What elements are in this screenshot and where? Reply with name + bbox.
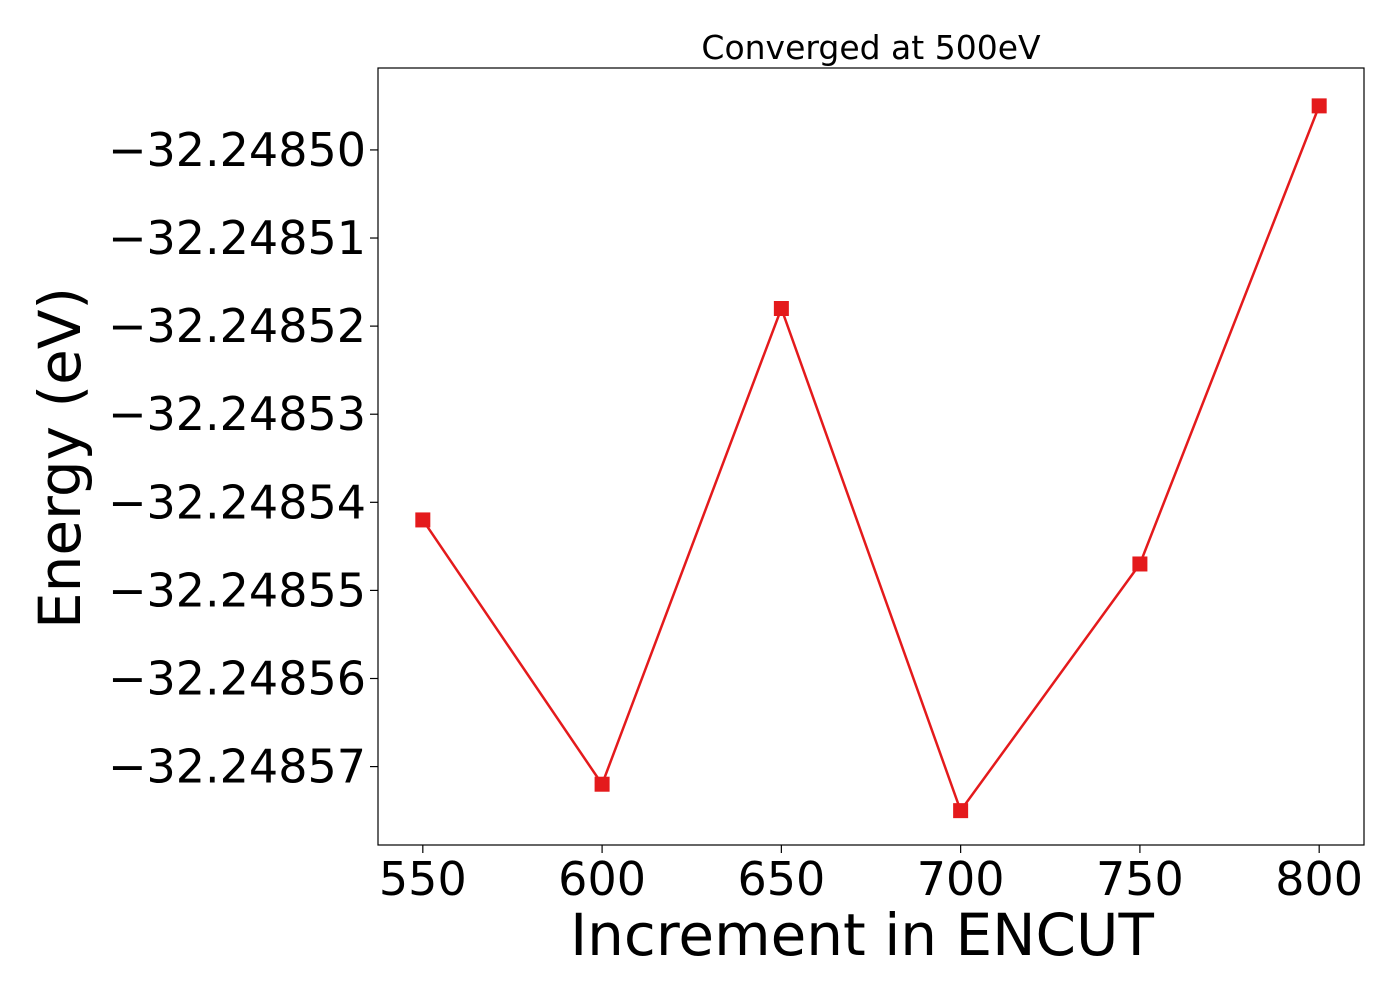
y-axis-label: Energy (eV)	[26, 287, 94, 629]
data-point-marker	[953, 803, 969, 819]
chart-title: Converged at 500eV	[701, 28, 1041, 67]
x-axis-label: Increment in ENCUT	[570, 901, 1154, 969]
y-tick-label: −32.24854	[108, 475, 366, 529]
y-tick-label: −32.24855	[108, 563, 366, 617]
series-line	[421, 105, 1321, 814]
data-point-marker	[415, 512, 431, 528]
plot-frame	[377, 67, 1365, 846]
y-tick-label: −32.24856	[108, 652, 366, 706]
y-tick-label: −32.24850	[108, 123, 366, 177]
x-tick-label: 750	[1096, 852, 1184, 906]
x-tick-label: 700	[917, 852, 1005, 906]
x-tick-label: 600	[558, 852, 646, 906]
y-tick-label: −32.24852	[108, 299, 366, 353]
data-point-marker	[1311, 98, 1327, 114]
series-layer	[415, 98, 1327, 819]
y-axis: −32.24850 −32.24851 −32.24852 −32.24853 −32.…	[108, 123, 378, 794]
y-tick-label: −32.24853	[108, 387, 366, 441]
data-point-marker	[773, 301, 789, 316]
y-tick-label: −32.24851	[108, 211, 366, 265]
x-tick-label: 800	[1275, 852, 1363, 906]
data-point-marker	[1132, 556, 1148, 572]
data-point-marker	[594, 776, 610, 792]
y-tick-label: −32.24857	[108, 740, 366, 794]
x-tick-label: 650	[737, 852, 825, 906]
x-axis: 550 600 650 700 750 800	[379, 845, 1363, 906]
x-tick-label: 550	[379, 852, 467, 906]
